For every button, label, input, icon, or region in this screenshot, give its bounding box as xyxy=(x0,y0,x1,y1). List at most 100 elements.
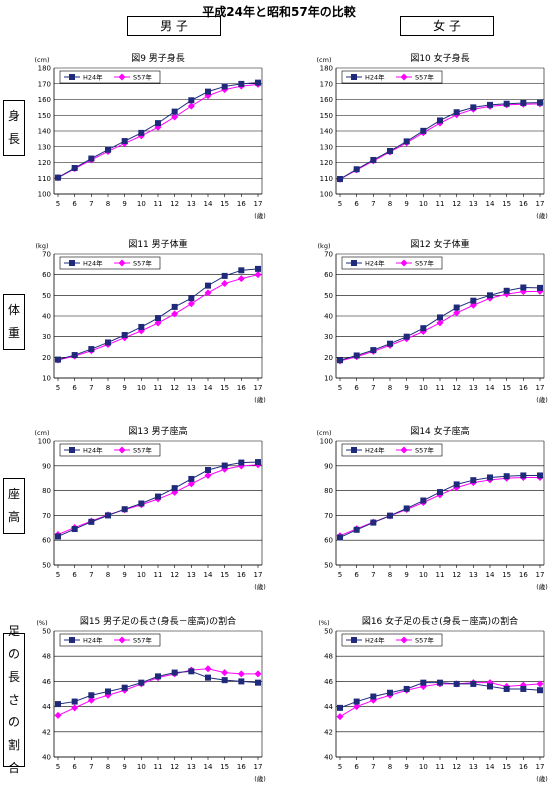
data-point xyxy=(470,680,477,687)
y-tick-label: 180 xyxy=(38,65,51,73)
x-tick-label: 9 xyxy=(122,384,126,392)
x-tick-label: 6 xyxy=(354,571,359,579)
x-tick-label: 10 xyxy=(137,384,146,392)
data-point xyxy=(486,679,494,687)
x-tick-label: 5 xyxy=(56,571,60,579)
data-point xyxy=(336,713,344,721)
x-tick-label: 15 xyxy=(502,200,511,208)
x-tick-label: 15 xyxy=(502,384,511,392)
data-point xyxy=(420,679,427,686)
x-tick-label: 5 xyxy=(56,763,60,771)
y-tick-label: 42 xyxy=(324,728,333,736)
y-tick-label: 40 xyxy=(324,754,333,762)
x-tick-label: 11 xyxy=(154,200,163,208)
row-label-leg-ratio: 足 の 長 さ の 割 合 xyxy=(3,624,25,775)
data-point xyxy=(537,687,543,694)
data-point xyxy=(88,346,95,353)
data-point xyxy=(237,275,245,283)
data-point xyxy=(453,680,460,687)
x-tick-label: 17 xyxy=(536,571,545,579)
x-tick-label: 15 xyxy=(220,763,229,771)
data-point xyxy=(487,292,493,299)
y-tick-label: 46 xyxy=(42,678,51,686)
series-group xyxy=(55,459,261,540)
data-point xyxy=(453,109,460,116)
data-point xyxy=(503,685,510,692)
x-tick-label: 12 xyxy=(452,571,461,579)
x-tick-label: 15 xyxy=(220,571,229,579)
series-group xyxy=(337,284,543,364)
data-point xyxy=(520,472,527,479)
data-point xyxy=(387,340,393,347)
y-tick-label: 70 xyxy=(324,512,333,520)
x-tick-label: 14 xyxy=(204,200,213,208)
y-tick-label: 20 xyxy=(324,354,333,362)
data-point xyxy=(88,518,95,525)
x-tick-label: 9 xyxy=(122,200,126,208)
data-point xyxy=(105,146,111,153)
legend-box xyxy=(59,256,161,270)
x-tick-label: 8 xyxy=(388,571,392,579)
data-point xyxy=(370,519,377,526)
data-point xyxy=(71,165,78,172)
row-label-sitting-height: 座 高 xyxy=(3,478,25,534)
data-point xyxy=(238,678,245,685)
row-label-char: の xyxy=(7,715,20,730)
y-tick-label: 70 xyxy=(42,251,51,259)
y-tick-label: 160 xyxy=(320,96,333,104)
series-group xyxy=(54,665,262,719)
series-line xyxy=(339,474,540,538)
y-unit-label: (cm) xyxy=(317,56,332,64)
legend-marker xyxy=(118,446,126,454)
chart-svg: 図15 男子足の長さ(身長－座高)の割合 (%) 40 42 44 46 48 50 5 6 7 8 9… xyxy=(36,615,266,783)
data-point xyxy=(138,129,145,136)
data-point xyxy=(138,679,145,686)
x-tick-label: 15 xyxy=(502,571,511,579)
data-point xyxy=(171,303,178,310)
x-tick-label: 7 xyxy=(89,763,93,771)
x-tick-label: 17 xyxy=(254,763,263,771)
y-tick-label: 110 xyxy=(320,175,333,183)
data-point xyxy=(453,304,460,311)
legend-marker xyxy=(69,447,75,453)
chart-boys-leg-ratio: 図15 男子足の長さ(身長－座高)の割合 (%) 40 42 44 46 48 50 5 6 7 8 9… xyxy=(28,615,270,787)
y-tick-label: 44 xyxy=(42,703,51,711)
data-point xyxy=(87,696,95,704)
data-point xyxy=(205,282,211,289)
x-tick-label: 13 xyxy=(469,763,478,771)
x-tick-label: 16 xyxy=(237,571,246,579)
x-tick-label: 8 xyxy=(106,200,110,208)
data-point xyxy=(353,526,360,533)
legend-box xyxy=(341,443,443,457)
x-tick-label: 9 xyxy=(122,763,126,771)
x-tick-label: 5 xyxy=(338,763,342,771)
data-point xyxy=(353,166,360,173)
chart-title: 図15 男子足の長さ(身長－座高)の割合 xyxy=(80,615,236,627)
x-tick-label: 11 xyxy=(436,763,445,771)
data-point xyxy=(205,88,211,95)
data-point xyxy=(353,703,361,711)
y-tick-label: 130 xyxy=(38,143,51,151)
x-tick-label: 17 xyxy=(254,200,263,208)
x-tick-label: 8 xyxy=(106,571,110,579)
legend-label: S57年 xyxy=(133,73,152,82)
x-unit-label: (歳) xyxy=(254,395,266,404)
data-point xyxy=(420,127,427,134)
data-point xyxy=(121,506,128,513)
x-tick-label: 10 xyxy=(419,763,428,771)
y-tick-label: 50 xyxy=(324,628,333,636)
data-point xyxy=(470,104,477,111)
x-tick-label: 12 xyxy=(452,200,461,208)
x-tick-label: 8 xyxy=(388,200,392,208)
x-unit-label: (歳) xyxy=(536,395,548,404)
chart-svg: 図16 女子足の長さ(身長－座高)の割合 (%) 40 42 44 46 48 50 5 6 7 8 9… xyxy=(318,615,547,783)
x-tick-label: 6 xyxy=(72,200,77,208)
x-tick-label: 8 xyxy=(388,763,392,771)
series-line xyxy=(339,476,540,537)
x-unit-label: (歳) xyxy=(254,774,266,783)
data-point xyxy=(171,485,178,492)
data-point xyxy=(337,704,343,711)
x-tick-label: 11 xyxy=(436,571,445,579)
row-label-char: 足 xyxy=(7,624,20,639)
x-tick-label: 17 xyxy=(536,200,545,208)
